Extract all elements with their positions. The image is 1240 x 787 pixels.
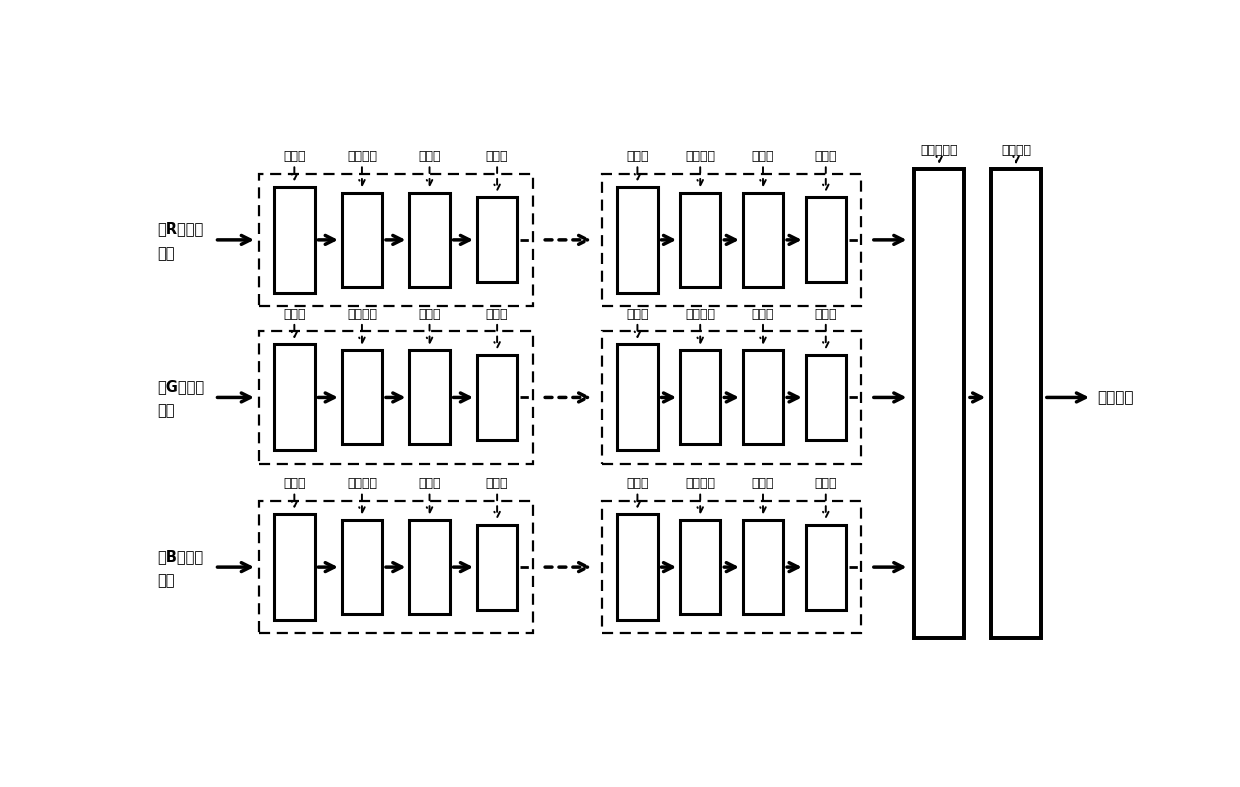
Text: （G通道）: （G通道） — [157, 379, 205, 394]
Bar — [914, 168, 965, 638]
Bar — [680, 193, 720, 286]
Text: 输入: 输入 — [157, 246, 175, 260]
Bar — [259, 501, 533, 634]
Text: 激活层: 激活层 — [815, 308, 837, 321]
Text: 激活层: 激活层 — [486, 478, 508, 490]
Bar — [274, 187, 315, 293]
Text: 卷积层: 卷积层 — [283, 150, 305, 163]
Text: 归一化层: 归一化层 — [686, 308, 715, 321]
Text: 池化层: 池化层 — [751, 150, 774, 163]
Text: 卷积层: 卷积层 — [283, 478, 305, 490]
Bar — [342, 193, 382, 286]
Bar — [991, 168, 1042, 638]
Bar — [477, 525, 517, 609]
Bar — [601, 501, 862, 634]
Text: 池化层: 池化层 — [418, 308, 440, 321]
Bar — [259, 173, 533, 306]
Bar — [618, 514, 657, 620]
Text: 卷积层: 卷积层 — [626, 478, 649, 490]
Text: 全连接层: 全连接层 — [1001, 143, 1030, 157]
Bar — [806, 198, 846, 283]
Bar — [477, 355, 517, 440]
Bar — [259, 331, 533, 464]
Text: 归一化层: 归一化层 — [686, 478, 715, 490]
Text: （R通道）: （R通道） — [157, 221, 203, 236]
Text: 输出结果: 输出结果 — [1096, 390, 1133, 405]
Text: 卷积层: 卷积层 — [626, 308, 649, 321]
Text: 输入: 输入 — [157, 573, 175, 588]
Text: 输入: 输入 — [157, 403, 175, 418]
Bar — [342, 350, 382, 445]
Bar — [409, 193, 450, 286]
Bar — [342, 520, 382, 614]
Bar — [618, 187, 657, 293]
Text: 归一化层: 归一化层 — [347, 478, 377, 490]
Bar — [806, 355, 846, 440]
Text: 激活层: 激活层 — [486, 150, 508, 163]
Bar — [409, 520, 450, 614]
Bar — [680, 520, 720, 614]
Bar — [274, 514, 315, 620]
Bar — [477, 198, 517, 283]
Text: 池化层: 池化层 — [418, 478, 440, 490]
Text: （B通道）: （B通道） — [157, 549, 203, 563]
Text: 公共融合层: 公共融合层 — [920, 143, 959, 157]
Text: 激活层: 激活层 — [815, 478, 837, 490]
Bar — [806, 525, 846, 609]
Text: 卷积层: 卷积层 — [626, 150, 649, 163]
Bar — [743, 520, 784, 614]
Bar — [274, 345, 315, 450]
Bar — [618, 345, 657, 450]
Text: 卷积层: 卷积层 — [283, 308, 305, 321]
Text: 激活层: 激活层 — [815, 150, 837, 163]
Bar — [409, 350, 450, 445]
Bar — [743, 350, 784, 445]
Text: 激活层: 激活层 — [486, 308, 508, 321]
Text: 池化层: 池化层 — [751, 478, 774, 490]
Text: 池化层: 池化层 — [751, 308, 774, 321]
Text: 归一化层: 归一化层 — [347, 150, 377, 163]
Bar — [743, 193, 784, 286]
Text: 归一化层: 归一化层 — [347, 308, 377, 321]
Bar — [680, 350, 720, 445]
Bar — [601, 331, 862, 464]
Text: 池化层: 池化层 — [418, 150, 440, 163]
Bar — [601, 173, 862, 306]
Text: 归一化层: 归一化层 — [686, 150, 715, 163]
